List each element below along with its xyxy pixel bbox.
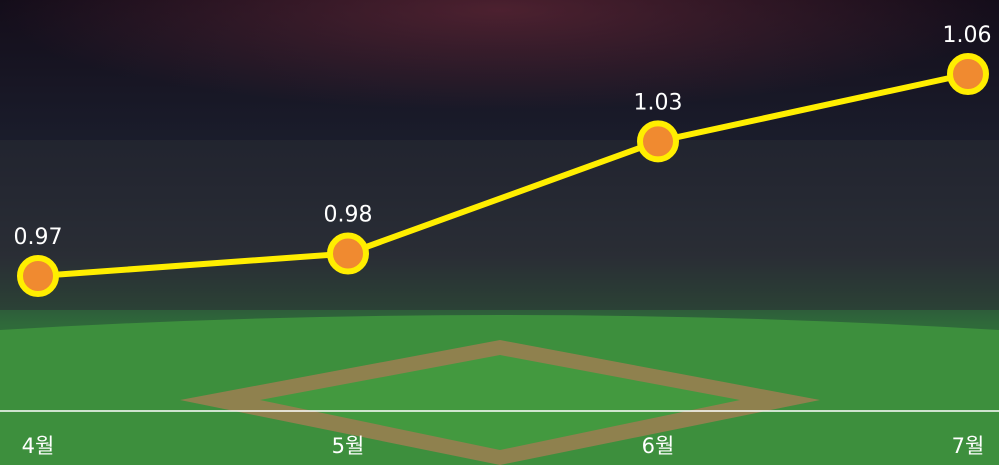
x-tick-label: 5월 (332, 434, 365, 458)
value-label: 1.06 (943, 23, 992, 48)
marker (637, 120, 679, 163)
value-label: 0.97 (14, 225, 63, 250)
plot: 4월 5월 6월 7월 0.97 0.98 1.03 1.06 (14, 23, 992, 458)
line (37, 71, 969, 279)
x-tick-label: 4월 (22, 434, 55, 458)
marker (947, 53, 989, 95)
marker (327, 232, 369, 275)
marker (17, 255, 59, 297)
stands (0, 140, 999, 310)
value-label: 1.03 (634, 90, 683, 115)
infield-grass (260, 355, 740, 450)
x-tick-label: 7월 (952, 434, 985, 458)
value-label: 0.98 (324, 203, 373, 228)
x-tick-label: 6월 (642, 434, 675, 458)
